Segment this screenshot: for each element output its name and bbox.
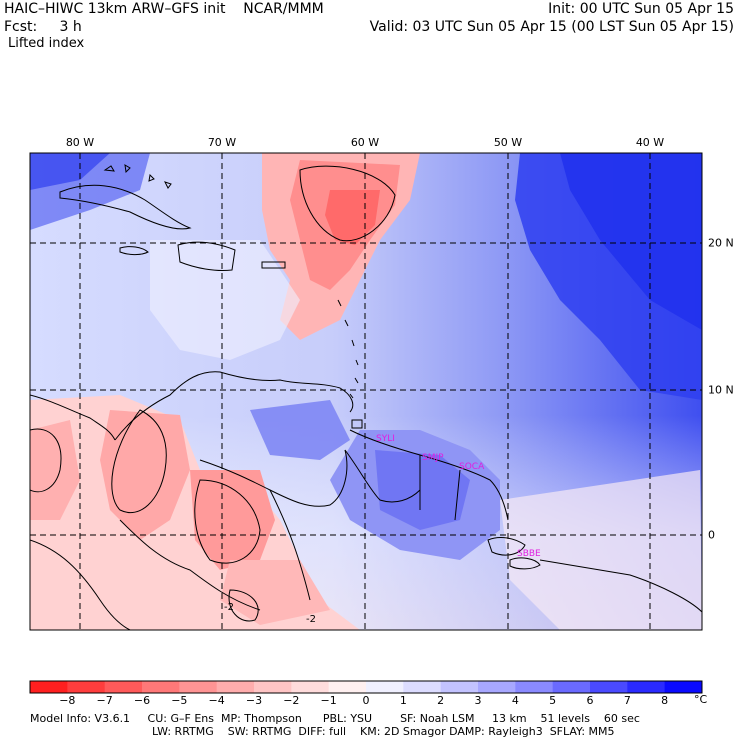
- colorbar-tick-label: 8: [661, 694, 669, 707]
- colorbar-tick-label: 7: [623, 694, 631, 707]
- colorbar-frame: [29, 680, 703, 694]
- site-label-sbbe: SBBE: [517, 549, 541, 559]
- colorbar-tick-label: −3: [245, 694, 263, 707]
- colorbar-tick-label: 3: [474, 694, 482, 707]
- colorbar-swatch: [627, 681, 666, 693]
- colorbar-tick-label: 2: [437, 694, 445, 707]
- colorbar-swatch: [440, 681, 479, 693]
- site-label-syli: SYLI: [376, 434, 395, 444]
- colorbar-tick-label: −5: [171, 694, 188, 707]
- valid-time: Valid: 03 UTC Sun 05 Apr 15 (00 LST Sun …: [369, 19, 734, 35]
- map-title: HAIC–HIWC 13km ARW–GFS init NCAR/MMM: [4, 1, 324, 17]
- colorbar-swatch: [291, 681, 330, 693]
- lat-lon-grid: [30, 153, 702, 630]
- colorbar-tick-label: 0: [362, 694, 370, 707]
- colorbar-swatch: [366, 681, 404, 693]
- colorbar-swatch: [664, 681, 703, 693]
- colorbar-swatches: [30, 681, 703, 693]
- colorbar-tick-label: 5: [549, 694, 557, 707]
- site-label-soca: SOCA: [459, 462, 485, 472]
- model-info-line2: LW: RRTMG SW: RRTMG DIFF: full KM: 2D Sm…: [152, 725, 615, 738]
- colorbar-swatch: [552, 681, 591, 693]
- colorbar-tick-label: −6: [133, 694, 151, 707]
- model-info-line1: Model Info: V3.6.1 CU: G–F Ens MP: Thomp…: [30, 712, 640, 725]
- colorbar-swatch: [142, 681, 180, 693]
- init-time: Init: 00 UTC Sun 05 Apr 15: [548, 1, 734, 17]
- colorbar-tick-label: 4: [511, 694, 519, 707]
- colorbar-swatch: [515, 681, 554, 693]
- lon-label: 70 W: [207, 136, 237, 149]
- lat-label: 10 N: [708, 383, 734, 397]
- lat-label: 20 N: [708, 236, 734, 250]
- colorbar-tick-label: −1: [320, 694, 337, 707]
- coastlines: [30, 164, 702, 630]
- colorbar-swatch: [328, 681, 367, 693]
- colorbar-swatch: [179, 681, 218, 693]
- colorbar-swatch: [403, 681, 442, 693]
- colorbar-tick-label: 1: [399, 694, 407, 707]
- site-label-smjp: SMJP: [422, 453, 444, 463]
- contour-label: -2: [224, 602, 234, 613]
- field-name: Lifted index: [8, 36, 85, 51]
- lat-label: 0: [708, 528, 715, 542]
- map-frame: [29, 152, 703, 631]
- colorbar-tick-label: −7: [96, 694, 113, 707]
- contour-label: -2: [306, 614, 316, 625]
- lon-label: 80 W: [65, 136, 95, 149]
- colorbar-tick-label: −2: [283, 694, 300, 707]
- colorbar-tick-label: 6: [586, 694, 594, 707]
- colorbar-swatch: [590, 681, 628, 693]
- lon-label: 60 W: [350, 136, 380, 149]
- colorbar-tick-label: −8: [59, 694, 76, 707]
- forecast-hour: Fcst: 3 h: [4, 19, 82, 35]
- colorbar-swatch: [67, 681, 106, 693]
- colorbar-swatch: [30, 681, 68, 693]
- colorbar-swatch: [478, 681, 516, 693]
- colorbar-swatch: [216, 681, 255, 693]
- lon-label: 50 W: [493, 136, 523, 149]
- lon-label: 40 W: [635, 136, 665, 149]
- colorbar-swatch: [104, 681, 143, 693]
- colorbar-unit: °C: [694, 693, 708, 706]
- colorbar-tick-label: −4: [208, 694, 225, 707]
- colorbar-swatch: [254, 681, 292, 693]
